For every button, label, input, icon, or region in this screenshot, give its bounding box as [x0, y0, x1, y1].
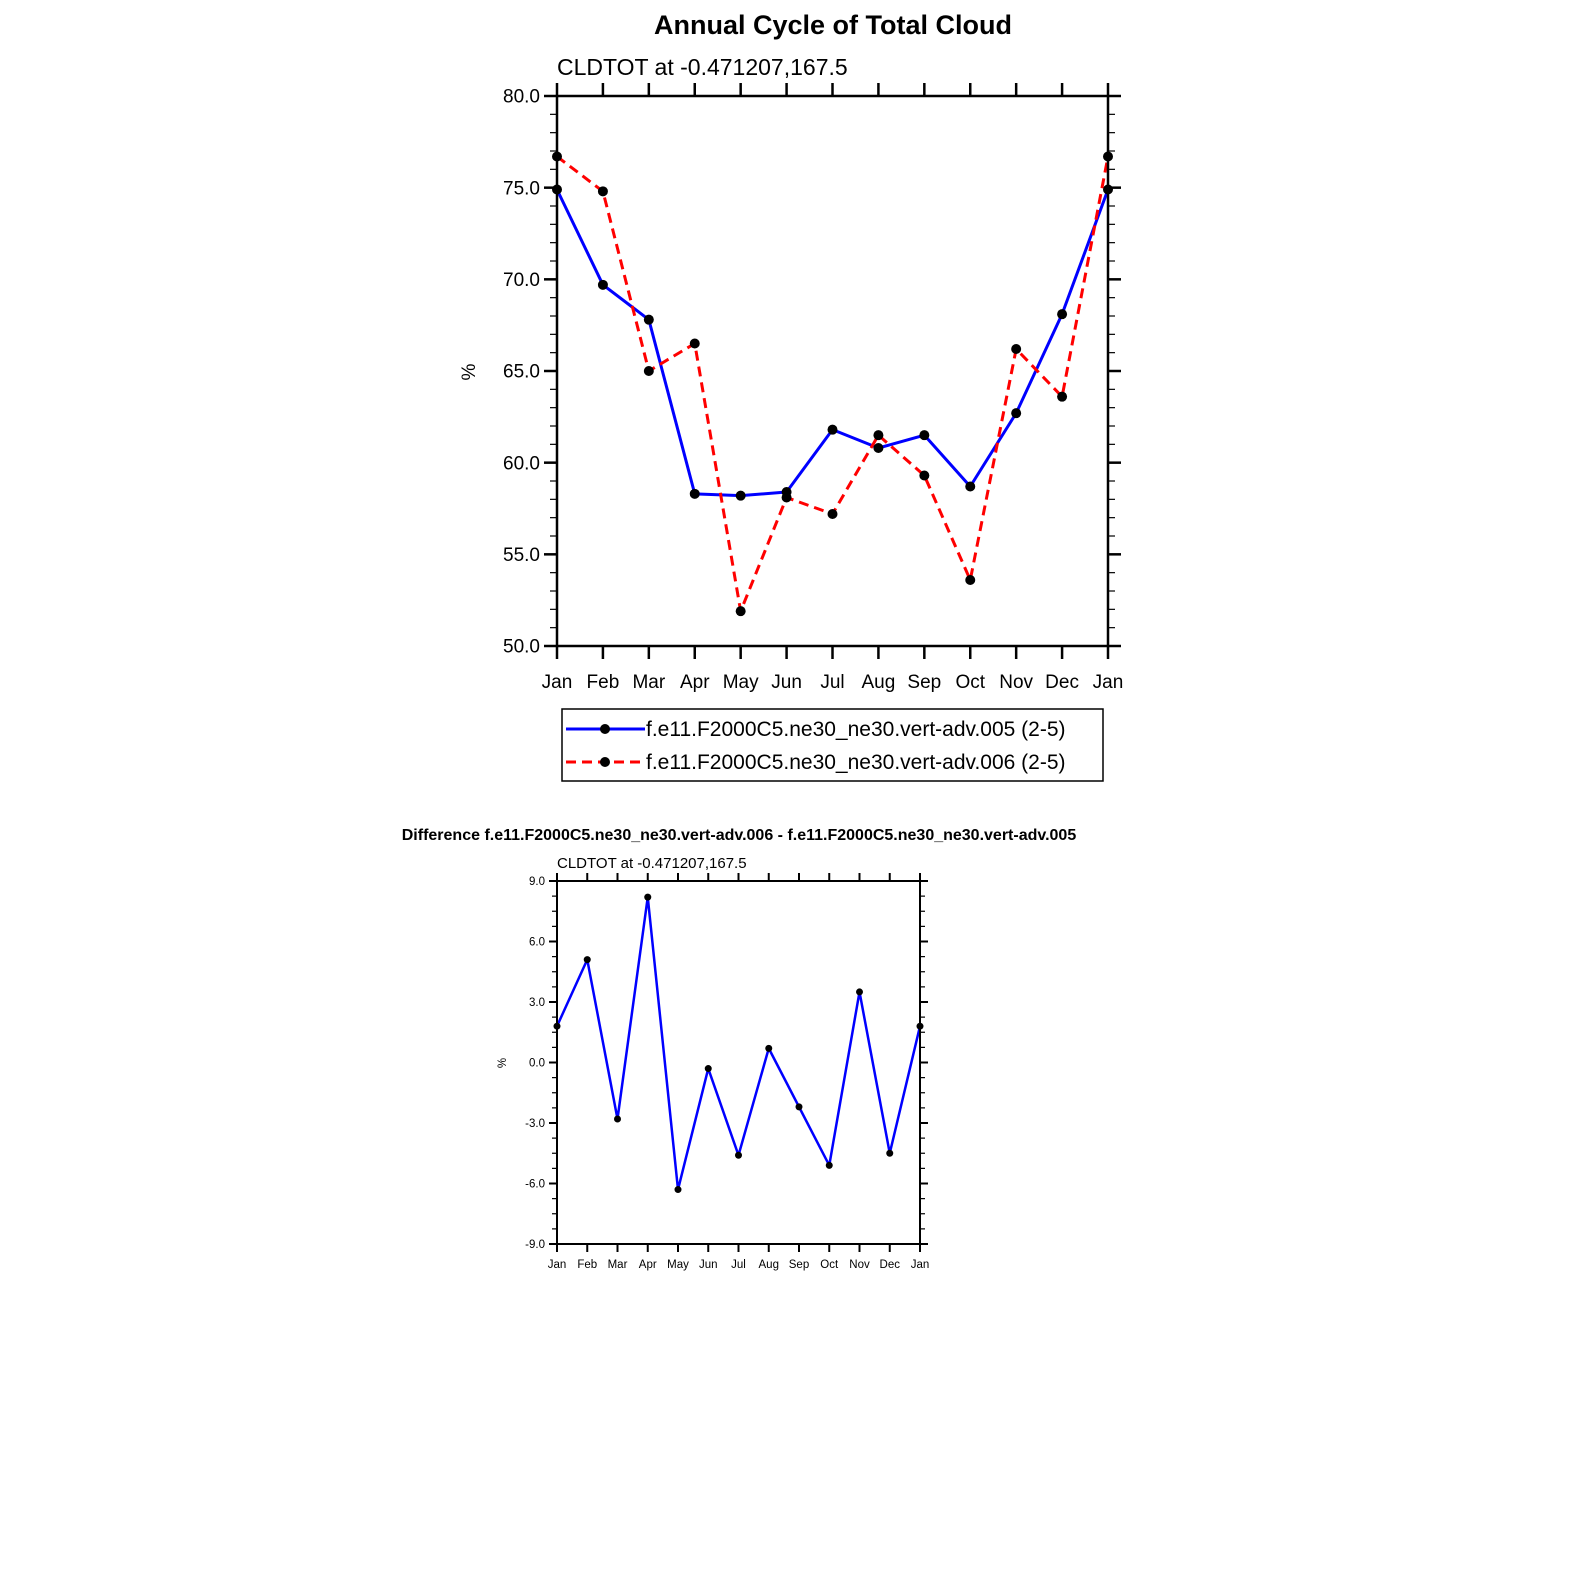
- y-tick-label: -3.0: [525, 1118, 545, 1130]
- data-point-s1-3: [689, 338, 700, 349]
- y-tick-label: -9.0: [525, 1239, 545, 1251]
- x-tick-label: Nov: [999, 672, 1033, 693]
- data-point-s0-4: [735, 490, 746, 501]
- data-point-s0-5: [704, 1065, 712, 1073]
- y-tick-label: 6.0: [529, 937, 545, 949]
- x-tick-label: Jan: [548, 1259, 567, 1271]
- plot-frame: [555, 94, 1110, 648]
- data-point-s0-10: [856, 988, 863, 996]
- x-tick-label: Jul: [820, 672, 844, 693]
- legend-entry-006: f.e11.F2000C5.ne30_ne30.vert-adv.006 (2-…: [566, 751, 1066, 774]
- y-tick-label: 3.0: [529, 997, 545, 1009]
- x-tick-label: Nov: [849, 1259, 870, 1271]
- data-point-s1-6: [827, 509, 838, 519]
- legend-marker-006: [600, 757, 610, 767]
- y-tick-label: 75.0: [503, 178, 540, 199]
- difference-plot-frame: [556, 880, 921, 1245]
- x-tick-label: Mar: [632, 672, 665, 693]
- x-tick-label: Oct: [955, 672, 985, 693]
- x-tick-label: May: [723, 672, 759, 693]
- y-tick-label: 70.0: [503, 270, 540, 291]
- legend-label-005: f.e11.F2000C5.ne30_ne30.vert-adv.005 (2-…: [646, 718, 1066, 741]
- data-point-s1-5: [781, 492, 792, 503]
- data-point-s0-6: [735, 1151, 742, 1159]
- x-tick-label: Feb: [577, 1259, 597, 1271]
- data-point-s1-7: [873, 430, 884, 441]
- data-point-s0-11: [1057, 309, 1068, 320]
- data-point-s0-1: [597, 279, 608, 290]
- y-tick-label: 55.0: [503, 545, 540, 566]
- data-point-s1-9: [965, 575, 976, 585]
- y-axis-label: %: [459, 363, 480, 380]
- legend-marker-005: [600, 724, 610, 734]
- y-tick-label: 60.0: [503, 453, 540, 474]
- axis-ticks: Jan Feb Mar Apr May Jun Jul Aug Sep Oct Nov Dec Jan5…: [503, 83, 1123, 693]
- x-tick-label: Sep: [789, 1259, 809, 1271]
- x-tick-label: Dec: [880, 1259, 901, 1271]
- difference-y-axis-label: %: [497, 1058, 509, 1068]
- data-point-s0-10: [1011, 408, 1022, 419]
- x-tick-label: Jan: [911, 1259, 930, 1271]
- data-point-s1-11: [1057, 391, 1068, 402]
- y-tick-label: 9.0: [529, 876, 545, 888]
- data-point-s0-7: [873, 443, 884, 453]
- difference-chart: Difference f.e11.F2000C5.ne30_ne30.vert-…: [402, 827, 1077, 1271]
- series-line-0: [555, 188, 1110, 498]
- series-line-1: [556, 155, 1110, 613]
- data-point-s1-2: [643, 366, 654, 376]
- data-point-s0-2: [643, 314, 654, 325]
- data-point-s0-9: [965, 481, 976, 492]
- data-point-s0-11: [886, 1149, 894, 1157]
- legend: f.e11.F2000C5.ne30_ne30.vert-adv.005 (2-…: [561, 708, 1104, 782]
- chart-subtitle: CLDTOT at -0.471207,167.5: [557, 54, 848, 80]
- y-tick-label: 65.0: [503, 362, 540, 383]
- data-point-s1-1: [597, 186, 608, 197]
- difference-title: Difference f.e11.F2000C5.ne30_ne30.vert-…: [402, 827, 1077, 844]
- data-point-s0-4: [674, 1186, 682, 1194]
- legend-box: [561, 708, 1104, 782]
- x-tick-label: Mar: [608, 1259, 628, 1271]
- x-tick-label: Jun: [771, 672, 802, 693]
- data-point-s0-1: [583, 956, 591, 964]
- x-tick-label: Jan: [1093, 672, 1124, 693]
- difference-subtitle: CLDTOT at -0.471207,167.5: [557, 855, 747, 872]
- x-tick-label: Sep: [907, 672, 941, 693]
- difference-axis-ticks: Jan Feb Mar Apr May Jun Jul Aug Sep Oct Nov Dec Jan-…: [525, 873, 929, 1271]
- difference-series-lines: [553, 893, 924, 1194]
- data-point-s1-10: [1011, 344, 1022, 354]
- x-tick-label: Oct: [820, 1259, 839, 1271]
- data-point-s0-9: [825, 1161, 833, 1169]
- x-tick-label: Jun: [699, 1259, 718, 1271]
- chart-title: Annual Cycle of Total Cloud: [654, 10, 1012, 40]
- data-point-s0-8: [919, 430, 930, 441]
- x-tick-label: Apr: [639, 1259, 657, 1271]
- data-point-s0-3: [644, 893, 652, 901]
- x-tick-label: Aug: [862, 672, 896, 693]
- x-tick-label: Dec: [1045, 672, 1079, 693]
- series-lines: [552, 151, 1113, 617]
- data-point-s1-8: [919, 470, 930, 481]
- annual-cycle-chart: Annual Cycle of Total Cloud CLDTOT at -0…: [459, 10, 1123, 782]
- data-point-s0-6: [827, 424, 838, 435]
- x-tick-label: May: [667, 1259, 689, 1271]
- y-tick-label: 50.0: [503, 637, 540, 658]
- data-point-s0-8: [795, 1103, 803, 1111]
- legend-label-006: f.e11.F2000C5.ne30_ne30.vert-adv.006 (2-…: [646, 751, 1066, 774]
- y-tick-label: 80.0: [503, 87, 540, 108]
- data-point-s0-7: [765, 1044, 773, 1052]
- series-line-0: [555, 895, 922, 1191]
- y-tick-label: -6.0: [525, 1179, 545, 1191]
- data-point-s0-3: [689, 488, 700, 499]
- data-point-s1-4: [735, 606, 746, 617]
- x-tick-label: Aug: [759, 1259, 779, 1271]
- x-tick-label: Feb: [587, 672, 620, 693]
- legend-entry-005: f.e11.F2000C5.ne30_ne30.vert-adv.005 (2-…: [566, 718, 1066, 741]
- x-tick-label: Jul: [731, 1259, 746, 1271]
- x-tick-label: Jan: [542, 672, 573, 693]
- y-tick-label: 0.0: [529, 1058, 545, 1070]
- data-point-s0-2: [614, 1115, 621, 1123]
- x-tick-label: Apr: [680, 672, 710, 693]
